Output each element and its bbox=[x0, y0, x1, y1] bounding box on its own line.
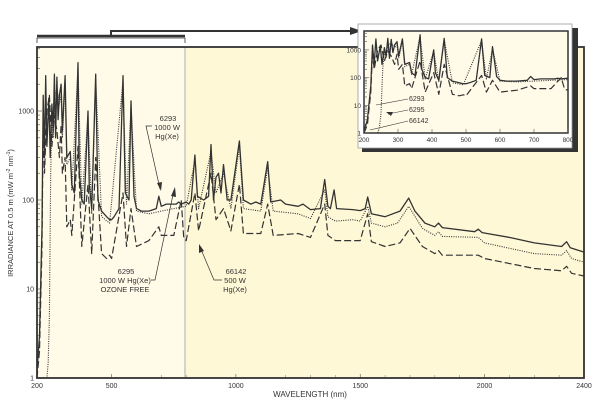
svg-text:6295: 6295 bbox=[409, 107, 425, 114]
x-tick-label: 1500 bbox=[352, 383, 368, 390]
x-tick-label: 2000 bbox=[477, 383, 493, 390]
svg-text:6295: 6295 bbox=[118, 267, 135, 276]
inset-y-tick-label: 1 bbox=[357, 131, 361, 138]
inset-series-66142 bbox=[363, 44, 569, 134]
svg-text:OZONE FREE: OZONE FREE bbox=[101, 285, 150, 294]
x-tick-labels: 200 500 1000 1500 2000 2400 bbox=[31, 383, 592, 390]
svg-text:Hg(Xe): Hg(Xe) bbox=[223, 285, 247, 294]
y-tick-label: 1000 bbox=[18, 109, 34, 116]
y-tick-labels: 1 10 100 1000 bbox=[18, 109, 34, 383]
arrow-icon bbox=[350, 27, 362, 35]
zoom-bracket bbox=[36, 27, 362, 43]
svg-text:66142: 66142 bbox=[409, 118, 429, 125]
inset-series-labels: 6293 6295 66142 bbox=[369, 96, 429, 131]
svg-text:500 W: 500 W bbox=[224, 276, 247, 285]
inset-x-tick-label: 400 bbox=[427, 137, 438, 144]
svg-text:6293: 6293 bbox=[160, 114, 177, 123]
inset-x-tick-label: 600 bbox=[495, 137, 506, 144]
series-66142 bbox=[36, 94, 585, 379]
x-axis-label: WAVELENGTH (nm) bbox=[273, 390, 347, 399]
inset-series-6293 bbox=[363, 34, 569, 131]
inset-x-tick-label: 300 bbox=[393, 137, 404, 144]
inset-chart: 200 300 400 500 600 700 800 1 10 100 1000 6293 629… bbox=[347, 23, 578, 152]
svg-text:1000 W: 1000 W bbox=[154, 123, 181, 132]
inset-y-tick-label: 1000 bbox=[347, 47, 362, 54]
annotation-6295: 6295 1000 W Hg(Xe) OZONE FREE bbox=[99, 187, 176, 294]
y-tick-label: 10 bbox=[26, 287, 34, 294]
inset-x-tick-label: 200 bbox=[359, 137, 370, 144]
svg-text:1000 W Hg(Xe): 1000 W Hg(Xe) bbox=[99, 276, 151, 285]
y-tick-label: 100 bbox=[22, 198, 34, 205]
inset-x-tick-label: 500 bbox=[461, 137, 472, 144]
plot-frame bbox=[36, 46, 585, 379]
svg-text:6293: 6293 bbox=[409, 96, 425, 103]
y-axis-label: IRRADIANCE AT 0.5 m (mW m-2 nm-1) bbox=[6, 149, 15, 277]
inset-y-tick-label: 10 bbox=[354, 103, 362, 110]
series-6295 bbox=[37, 67, 585, 379]
x-tick-label: 2400 bbox=[576, 383, 592, 390]
x-tick-label: 200 bbox=[31, 383, 43, 390]
annotation-6293: 6293 1000 W Hg(Xe) bbox=[145, 114, 181, 191]
inset-y-tick-label: 100 bbox=[350, 75, 361, 82]
y-tick-label: 1 bbox=[30, 376, 34, 383]
inset-series-6295 bbox=[364, 36, 569, 134]
annotation-66142: 66142 500 W Hg(Xe) bbox=[199, 244, 247, 294]
inset-x-tick-label: 700 bbox=[529, 137, 540, 144]
main-series bbox=[36, 61, 585, 379]
inset-x-tick-label: 800 bbox=[563, 137, 574, 144]
svg-text:66142: 66142 bbox=[226, 267, 247, 276]
svg-text:Hg(Xe): Hg(Xe) bbox=[155, 132, 179, 141]
series-6293 bbox=[36, 61, 585, 372]
x-tick-label: 500 bbox=[106, 383, 118, 390]
x-tick-label: 1000 bbox=[228, 383, 244, 390]
